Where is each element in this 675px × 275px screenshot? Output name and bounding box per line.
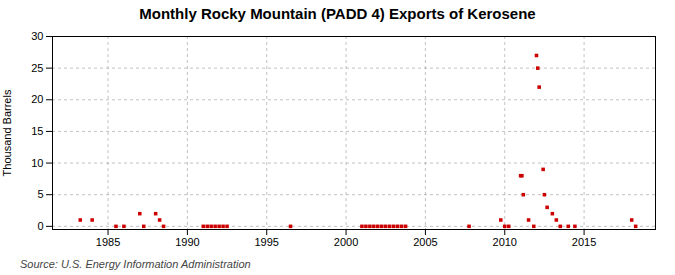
svg-text:2015: 2015 bbox=[572, 236, 596, 248]
html-text:Monthly Rocky Mountain (PADD 4: Monthly Rocky Mountain (PADD 4) Exports … bbox=[139, 5, 536, 22]
svg-text:10: 10 bbox=[31, 157, 43, 169]
svg-text:2005: 2005 bbox=[413, 236, 437, 248]
svg-text:25: 25 bbox=[31, 62, 43, 74]
svg-text:15: 15 bbox=[31, 125, 43, 137]
svg-text:2010: 2010 bbox=[493, 236, 517, 248]
svg-text:30: 30 bbox=[31, 30, 43, 42]
html-text:Source: U.S. Energy Informatio: Source: U.S. Energy Information Administ… bbox=[20, 258, 251, 270]
svg-text:1995: 1995 bbox=[254, 236, 278, 248]
svg-text:1990: 1990 bbox=[175, 236, 199, 248]
svg-text:Thousand Barrels: Thousand Barrels bbox=[1, 89, 13, 176]
svg-text:0: 0 bbox=[37, 220, 43, 232]
svg-text:20: 20 bbox=[31, 93, 43, 105]
svg-text:1985: 1985 bbox=[96, 236, 120, 248]
svg-text:2000: 2000 bbox=[334, 236, 358, 248]
svg-text:5: 5 bbox=[37, 188, 43, 200]
